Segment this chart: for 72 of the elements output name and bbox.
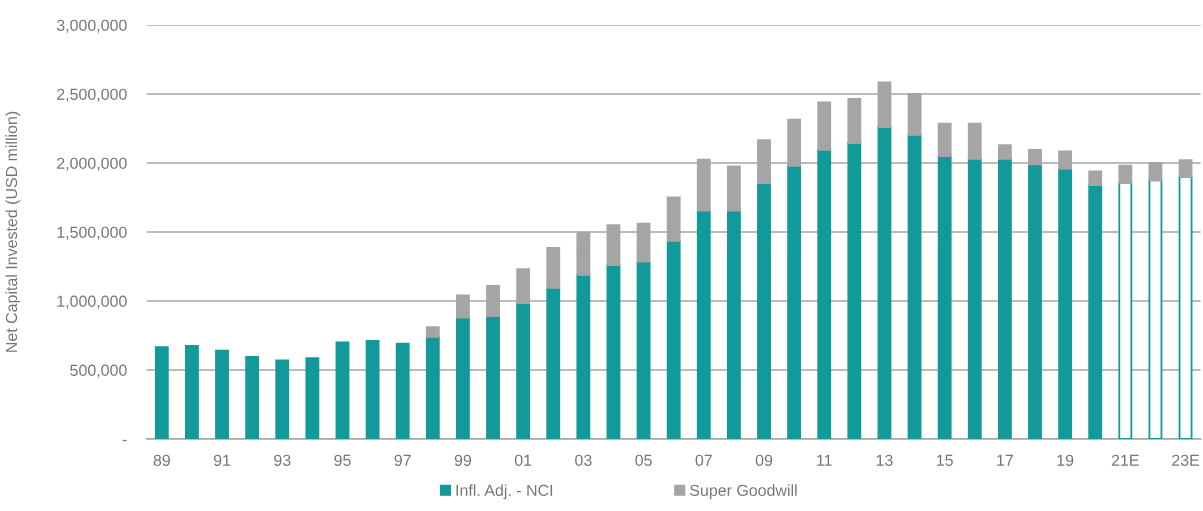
bar: [636, 260, 651, 439]
x-tick-label: 07: [695, 454, 712, 466]
bar: [997, 157, 1012, 439]
bar: [305, 357, 320, 439]
bar: [1088, 184, 1103, 439]
bar: [425, 326, 440, 338]
y-tick-label: 500,000: [70, 364, 127, 378]
x-tick-label: 97: [394, 454, 411, 466]
bar: [1088, 170, 1103, 186]
bar: [365, 340, 380, 439]
bar: [215, 349, 229, 439]
bar: [967, 157, 982, 439]
bar: [455, 316, 470, 439]
bar: [666, 240, 681, 439]
bar: [154, 346, 169, 439]
bar: [847, 97, 862, 144]
bar: [907, 133, 922, 439]
x-tick-label: 95: [334, 454, 351, 466]
bar: [1118, 182, 1133, 439]
y-axis-title: Net Capital Invested (USD million): [5, 111, 21, 352]
x-tick-label: 21E: [1111, 454, 1139, 466]
bar: [757, 182, 771, 439]
x-tick-label: 89: [153, 454, 170, 466]
bar: [726, 209, 741, 439]
legend-label: Infl. Adj. - NCI: [456, 484, 553, 500]
bar: [606, 264, 621, 439]
bar: [817, 148, 832, 439]
bar: [1058, 167, 1073, 439]
bar: [787, 164, 802, 439]
x-tick-label: 05: [635, 454, 652, 466]
y-tick-label: 2,000,000: [57, 157, 127, 171]
bar: [486, 315, 500, 439]
x-tick-label: 23E: [1172, 454, 1200, 466]
x-tick-label: 03: [575, 454, 592, 466]
bar: [1178, 175, 1193, 439]
bar: [937, 122, 952, 158]
bar: [726, 165, 741, 212]
bar: [576, 273, 591, 439]
bar: [395, 342, 410, 439]
bar: [275, 359, 290, 439]
x-tick-label: 17: [997, 454, 1013, 466]
bar: [847, 142, 862, 439]
y-tick-label: 1,000,000: [57, 295, 127, 309]
legend-label: Super Goodwill: [690, 484, 797, 500]
y-tick-label: 3,000,000: [56, 19, 127, 33]
bar: [877, 126, 892, 439]
x-tick-label: 19: [1057, 454, 1074, 466]
bar: [546, 286, 561, 439]
bar: [1148, 179, 1163, 439]
x-tick-label: 91: [213, 454, 231, 466]
y-tick-label: -: [122, 439, 127, 442]
x-tick-label: 01: [514, 454, 532, 466]
bar: [335, 341, 350, 439]
y-tick-label: 1,500,000: [57, 226, 127, 240]
bar: [1028, 163, 1042, 439]
y-tick-label: 2,500,000: [57, 88, 127, 102]
bar: [696, 209, 711, 439]
bar: [425, 335, 440, 439]
bar: [967, 122, 982, 160]
bar: [817, 101, 832, 151]
x-tick-label: 13: [876, 454, 893, 466]
bar: [997, 144, 1012, 160]
bar: [516, 302, 531, 439]
bar: [245, 355, 260, 439]
x-tick-label: 93: [274, 454, 291, 466]
x-tick-label: 11: [817, 454, 832, 466]
bar: [185, 344, 199, 439]
bar: [937, 155, 952, 439]
x-tick-label: 09: [755, 454, 773, 466]
x-tick-label: 15: [937, 454, 953, 466]
bar: [546, 246, 561, 289]
x-tick-label: 99: [454, 454, 472, 466]
